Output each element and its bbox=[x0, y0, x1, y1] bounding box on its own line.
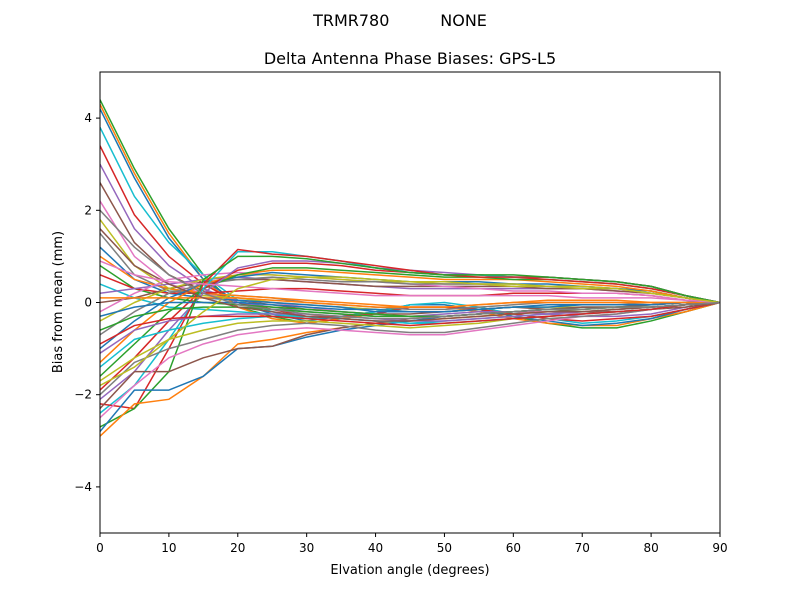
y-tick-label: 2 bbox=[84, 203, 92, 217]
y-tick-label: 0 bbox=[84, 296, 92, 310]
chart-title: Delta Antenna Phase Biases: GPS-L5 bbox=[264, 49, 556, 68]
series-line-37 bbox=[100, 301, 720, 345]
series-line-28 bbox=[100, 255, 720, 428]
plot-frame bbox=[99, 71, 721, 534]
x-tick-label: 40 bbox=[368, 541, 383, 555]
x-axis-label: Elvation angle (degrees) bbox=[330, 563, 489, 578]
y-axis-label: Bias from mean (mm) bbox=[51, 231, 66, 373]
y-tick-label: 4 bbox=[84, 111, 92, 125]
x-axis-ticks: 0 10 20 30 40 50 60 70 80 90 bbox=[96, 533, 728, 555]
figure-suptitle: TRMR780 NONE bbox=[312, 11, 487, 30]
series-line-33 bbox=[100, 301, 720, 396]
x-tick-label: 10 bbox=[161, 541, 176, 555]
x-tick-label: 20 bbox=[230, 541, 245, 555]
x-tick-label: 30 bbox=[299, 541, 314, 555]
x-tick-label: 70 bbox=[575, 541, 590, 555]
x-tick-label: 0 bbox=[96, 541, 104, 555]
series-line-17 bbox=[100, 278, 720, 304]
series-line-42 bbox=[100, 260, 720, 304]
series-lines bbox=[100, 99, 720, 437]
x-tick-label: 50 bbox=[437, 541, 452, 555]
series-line-41 bbox=[100, 228, 720, 322]
y-tick-label: −2 bbox=[74, 388, 92, 402]
x-tick-label: 60 bbox=[506, 541, 521, 555]
x-tick-label: 80 bbox=[643, 541, 658, 555]
series-line-43 bbox=[100, 276, 720, 387]
series-line-44 bbox=[100, 209, 720, 320]
series-line-39 bbox=[100, 301, 720, 318]
y-axis-ticks: −4 −2 0 2 4 bbox=[74, 111, 100, 494]
x-tick-label: 90 bbox=[712, 541, 727, 555]
y-tick-label: −4 bbox=[74, 480, 92, 494]
